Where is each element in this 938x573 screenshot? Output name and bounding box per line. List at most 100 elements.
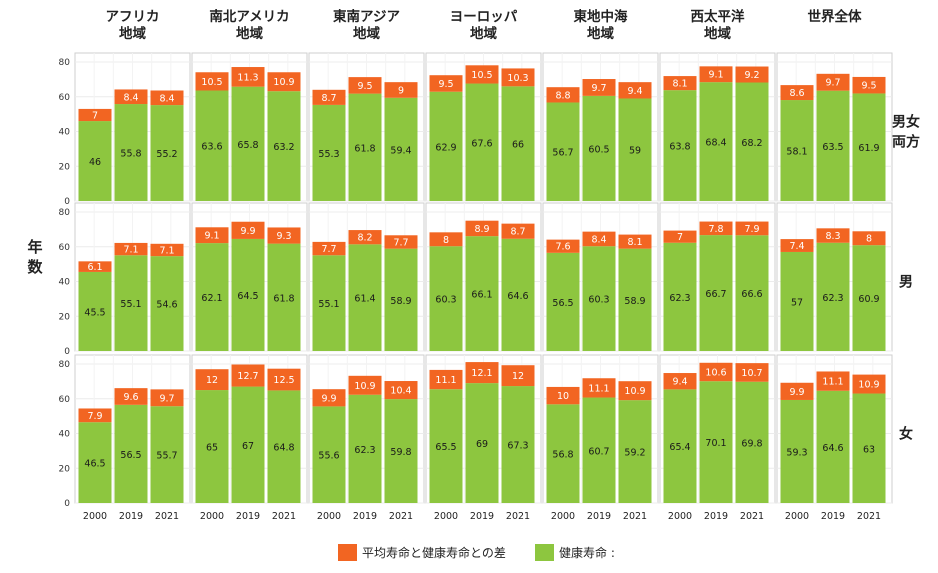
- data-label-healthy: 46.5: [84, 459, 105, 470]
- y-tick-label: 0: [64, 347, 70, 357]
- bar-healthy-life: [780, 100, 814, 201]
- data-label-gap: 7.9: [87, 411, 102, 422]
- x-tick-label: 2019: [470, 511, 494, 522]
- data-label-gap: 11.1: [588, 383, 609, 394]
- bar-gap: [78, 408, 112, 423]
- bar-gap: [465, 362, 499, 384]
- data-label-healthy: 69: [476, 439, 488, 450]
- bar-gap: [429, 75, 463, 92]
- bar-gap: [348, 77, 382, 94]
- x-tick-label: 2000: [83, 511, 107, 522]
- column-title: 世界全体: [808, 8, 862, 25]
- data-label-gap: 10.9: [273, 77, 294, 88]
- y-tick-label: 0: [64, 499, 70, 509]
- bar-gap: [195, 227, 229, 244]
- legend-swatch-gap: [338, 544, 357, 561]
- data-label-gap: 10: [557, 391, 569, 402]
- panel: 45.5 6.1 55.1 7.1 54.6 7.1: [74, 202, 191, 352]
- data-label-gap: 6.1: [87, 262, 102, 273]
- row-title: 女: [899, 426, 913, 443]
- bar-healthy-life: [348, 394, 382, 503]
- bar-healthy-life: [582, 95, 616, 201]
- bar-gap: [195, 72, 229, 91]
- row-title: 男: [899, 275, 913, 291]
- data-label-gap: 9.9: [789, 387, 804, 398]
- bar-healthy-life: [78, 422, 112, 503]
- data-label-gap: 9.9: [321, 393, 336, 404]
- bar-gap: [267, 368, 301, 391]
- bar-healthy-life: [852, 245, 886, 351]
- bar-gap: [267, 72, 301, 92]
- bar-gap: [312, 89, 346, 105]
- bar-gap: [852, 374, 886, 394]
- data-label-gap: 10.4: [390, 386, 411, 397]
- bar-healthy-life: [195, 243, 229, 351]
- bar-gap: [699, 66, 733, 83]
- x-tick-label: 2000: [785, 511, 809, 522]
- data-label-healthy: 67.3: [507, 441, 528, 452]
- x-tick-label: 2000: [551, 511, 575, 522]
- x-tick-label: 2000: [668, 511, 692, 522]
- y-axis-label: 年数: [27, 238, 43, 276]
- data-label-healthy: 66: [512, 140, 524, 151]
- data-label-healthy: 55.7: [156, 451, 177, 462]
- panel: 59.3 9.9 64.6 11.1 63 10.9: [776, 354, 893, 504]
- legend: 平均寿命と健康寿命との差 健康寿命 :: [338, 544, 615, 561]
- data-label-gap: 11.3: [237, 72, 258, 83]
- bar-healthy-life: [465, 83, 499, 201]
- bar-healthy-life: [816, 242, 850, 351]
- data-label-healthy: 63.2: [273, 142, 294, 153]
- bar-healthy-life: [150, 406, 184, 503]
- y-tick-label: 20: [59, 162, 71, 172]
- data-label-healthy: 56.5: [120, 450, 141, 461]
- bar-gap: [501, 68, 535, 87]
- bar-healthy-life: [780, 399, 814, 503]
- data-label-gap: 8.4: [123, 92, 138, 103]
- panel: 62.9 9.5 67.6 10.5 66 10.3: [425, 52, 542, 202]
- bar-gap: [231, 364, 265, 387]
- column-title: アフリカ地域: [106, 9, 160, 42]
- data-label-healthy: 65: [206, 443, 218, 454]
- bar-healthy-life: [663, 242, 697, 351]
- data-label-gap: 9.1: [708, 70, 723, 81]
- panel: 56.7 8.8 60.5 9.7 59 9.4: [542, 52, 659, 202]
- data-label-gap: 8.1: [672, 79, 687, 90]
- data-label-gap: 10.3: [507, 73, 528, 84]
- data-label-gap: 7.1: [159, 245, 174, 256]
- bar-gap: [735, 66, 769, 83]
- data-label-healthy: 66.1: [471, 290, 492, 301]
- data-label-healthy: 62.9: [435, 142, 456, 153]
- data-label-healthy: 61.4: [354, 294, 375, 305]
- data-label-gap: 9.7: [159, 393, 174, 404]
- y-tick-label: 40: [59, 128, 71, 138]
- data-label-gap: 12.7: [237, 371, 258, 382]
- bar-healthy-life: [663, 90, 697, 201]
- data-label-gap: 8.8: [555, 90, 570, 101]
- x-tick-label: 2021: [272, 511, 296, 522]
- bar-gap: [780, 239, 814, 252]
- bar-gap: [816, 73, 850, 91]
- data-label-healthy: 58.1: [786, 147, 807, 158]
- data-label-healthy: 70.1: [705, 438, 726, 449]
- bar-gap: [231, 67, 265, 87]
- y-tick-label: 60: [59, 395, 71, 405]
- bar-gap: [384, 235, 418, 249]
- data-label-healthy: 57: [791, 297, 803, 308]
- bar-gap: [150, 90, 184, 106]
- data-label-gap: 8.3: [825, 231, 840, 242]
- data-label-healthy: 59.3: [786, 447, 807, 458]
- y-tick-label: 60: [59, 243, 71, 253]
- bar-healthy-life: [582, 397, 616, 503]
- bar-healthy-life: [465, 236, 499, 351]
- bar-healthy-life: [231, 238, 265, 351]
- data-label-healthy: 65.5: [435, 442, 456, 453]
- bar-healthy-life: [384, 399, 418, 503]
- bar-healthy-life: [699, 235, 733, 351]
- legend-swatch-healthy: [535, 544, 554, 561]
- bar-healthy-life: [699, 381, 733, 503]
- bar-gap: [348, 375, 382, 395]
- data-label-healthy: 60.9: [858, 294, 879, 305]
- bar-healthy-life: [546, 102, 580, 201]
- bar-healthy-life: [312, 255, 346, 351]
- data-label-gap: 9.7: [591, 83, 606, 94]
